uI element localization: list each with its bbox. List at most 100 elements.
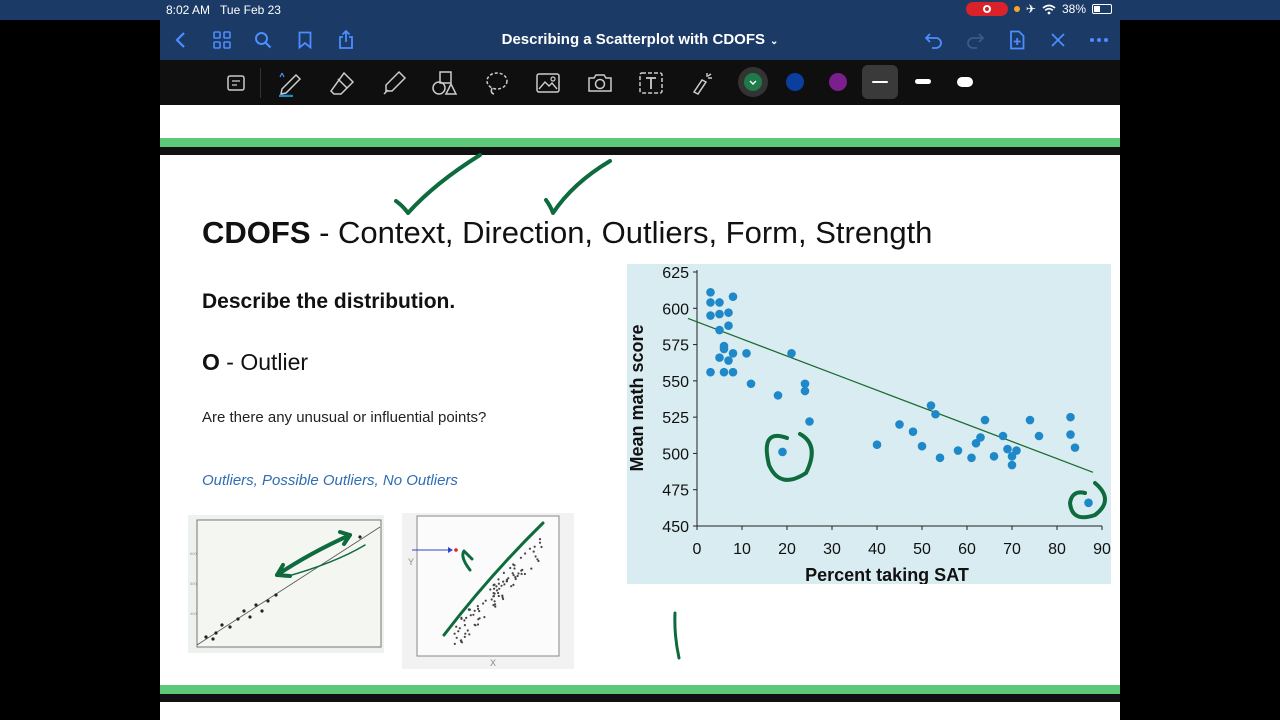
slide-page[interactable]: CDOFS - Context, Direction, Outliers, Fo… <box>160 105 1120 720</box>
scatter-point <box>742 348 751 358</box>
scatter-point <box>1070 443 1080 452</box>
scatter-point <box>800 386 810 396</box>
thumbnail-2-point <box>513 564 516 567</box>
scatter-point <box>908 427 918 436</box>
close-icon[interactable] <box>1046 28 1070 52</box>
thumbnail-2-point <box>538 541 542 544</box>
chevron-down-icon: ⌄ <box>769 36 779 47</box>
scatter-point <box>706 288 715 297</box>
stroke-width-thin[interactable] <box>872 81 888 83</box>
thumbnail-2-point <box>538 538 542 541</box>
add-page-icon[interactable] <box>1005 28 1029 52</box>
thumbnail-2-point <box>497 582 500 585</box>
thumbnail-2-point <box>524 552 527 555</box>
thumbnail-2-point <box>497 594 500 598</box>
color-swatch-blue[interactable] <box>786 73 804 91</box>
thumbnail-2-point <box>463 624 466 627</box>
stroke-width-thick[interactable] <box>957 77 973 87</box>
ink-fit-line <box>442 521 545 637</box>
grid-view-icon[interactable] <box>210 28 234 52</box>
x-tick-labels: 0 10 20 30 40 50 60 70 80 90 <box>693 526 1111 558</box>
scatter-point <box>800 379 810 389</box>
thumbnail-2-point <box>528 547 531 550</box>
thumbnail-2-point <box>533 545 536 548</box>
screen-recording-icon[interactable] <box>965 2 1008 16</box>
bookmark-icon[interactable] <box>293 28 317 52</box>
thumbnail-2-point <box>459 639 462 642</box>
back-chevron-icon[interactable] <box>168 28 192 52</box>
airplane-icon: ✈ <box>1025 2 1036 16</box>
thumbnail-2-point <box>494 605 497 608</box>
thumbnail-2-point <box>512 583 515 586</box>
thumbnail-2-point <box>495 589 499 592</box>
shapes-tool-icon[interactable] <box>430 68 460 98</box>
read-only-mode-icon[interactable] <box>222 68 252 98</box>
thumbnail-2-point <box>509 566 512 570</box>
laser-pointer-icon[interactable] <box>688 68 718 98</box>
scatter-point <box>967 453 976 463</box>
thumbnail-2-point <box>516 574 519 578</box>
thumbnail-2-point <box>466 629 469 632</box>
thumbnail-2-point <box>482 602 485 605</box>
outlier-label: O - Outlier <box>202 349 309 375</box>
thumbnail-2-point <box>457 630 460 633</box>
bottom-dark-band <box>160 694 1120 702</box>
y-tick-label: 575 <box>662 338 689 355</box>
scatter-point <box>724 356 733 365</box>
thumbnail-2-point <box>514 576 517 579</box>
svg-text:400: 400 <box>190 611 197 616</box>
thumbnail-2-point <box>460 641 464 644</box>
ink-circle-outlier-2 <box>1068 481 1107 520</box>
example-scatter-thumbnail-1: 600 500 400 <box>188 515 384 653</box>
stroke-width-medium[interactable] <box>915 79 931 84</box>
question-text: Are there any unusual or influential poi… <box>202 409 487 426</box>
scatter-point <box>1034 431 1044 441</box>
color-swatch-purple[interactable] <box>829 73 847 91</box>
scatterplot-chart: 450 475 500 525 550 575 600 625 0 10 20 30 40 50 60 70… <box>627 265 1111 585</box>
scatter-point <box>1025 415 1035 425</box>
ink-thin-curve <box>284 544 366 578</box>
thumbnail-2-y-label: Y <box>408 557 414 567</box>
scatter-point <box>728 367 738 377</box>
thumbnail-2-point <box>540 545 543 549</box>
thumbnail-2-point <box>476 605 479 608</box>
eraser-tool-icon[interactable] <box>327 68 357 98</box>
pen-tool-icon[interactable] <box>274 68 304 98</box>
text-tool-icon[interactable] <box>636 68 666 98</box>
camera-tool-icon[interactable] <box>585 68 615 98</box>
thumbnail-2-point <box>492 595 495 598</box>
scatter-point <box>773 391 783 400</box>
y-tick-label: 525 <box>662 410 689 427</box>
scatter-point <box>728 292 738 301</box>
share-icon[interactable] <box>334 28 358 52</box>
redo-icon[interactable] <box>963 28 987 52</box>
thumbnail-2-point <box>493 600 496 603</box>
color-swatch-green[interactable] <box>744 73 762 91</box>
thumbnail-2-point <box>498 587 501 590</box>
thumbnail-2-point <box>501 596 504 599</box>
y-tick-label: 625 <box>662 265 689 282</box>
document-title[interactable]: Describing a Scatterplot with CDOFS ⌄ <box>501 31 779 48</box>
x-tick-label: 10 <box>733 541 751 558</box>
ink-annotations-layer <box>275 153 1107 660</box>
image-tool-icon[interactable] <box>533 68 563 98</box>
thumbnail-2-point <box>507 577 510 580</box>
thumbnail-2-point <box>505 580 508 583</box>
ink-arrow-line <box>275 533 352 577</box>
thumbnail-2-point <box>534 555 537 558</box>
highlighter-tool-icon[interactable] <box>379 68 409 98</box>
thumbnail-2-point <box>484 599 487 602</box>
svg-text:600: 600 <box>190 551 197 556</box>
lasso-tool-icon[interactable] <box>482 68 512 98</box>
more-icon[interactable] <box>1087 28 1111 52</box>
thumbnail-2-point <box>520 569 523 572</box>
undo-icon[interactable] <box>922 28 946 52</box>
thumbnail-2-point <box>473 609 476 612</box>
answer-options: Outliers, Possible Outliers, No Outliers <box>202 472 458 489</box>
thumbnail-2-point <box>476 623 480 626</box>
thumbnail-2-point <box>532 550 535 553</box>
thumbnail-2-point <box>477 607 480 610</box>
thumbnail-2-point <box>477 618 480 621</box>
search-icon[interactable] <box>251 28 275 52</box>
thumbnail-2-point <box>473 623 476 626</box>
